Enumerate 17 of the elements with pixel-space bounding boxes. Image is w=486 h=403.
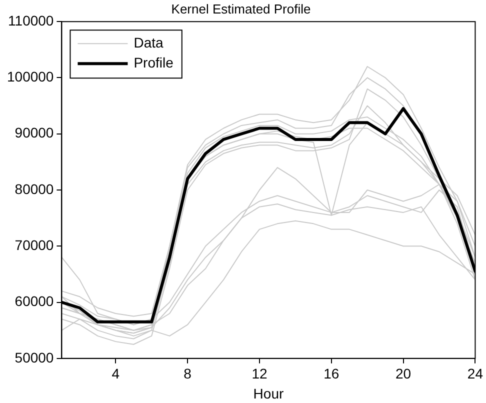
y-tick-label: 110000: [8, 12, 54, 28]
y-tick-label: 50000: [14, 349, 54, 366]
x-tick-label: 16: [324, 366, 340, 382]
x-tick-label: 24: [467, 366, 484, 382]
y-tick-label: 100000: [7, 68, 54, 85]
x-axis-title: Hour: [253, 385, 284, 402]
y-tick-label: 90000: [14, 124, 54, 141]
chart-title: Kernel Estimated Profile: [171, 1, 311, 16]
x-tick-label: 4: [112, 366, 120, 382]
legend-label: Profile: [134, 54, 174, 70]
y-tick-label: 60000: [14, 293, 54, 310]
legend-label: Data: [134, 34, 164, 50]
x-tick-label: 20: [396, 366, 412, 382]
x-tick-label: 12: [252, 366, 268, 382]
y-tick-label: 70000: [14, 236, 54, 253]
y-tick-label: 80000: [14, 180, 54, 197]
x-tick-label: 8: [184, 366, 192, 382]
